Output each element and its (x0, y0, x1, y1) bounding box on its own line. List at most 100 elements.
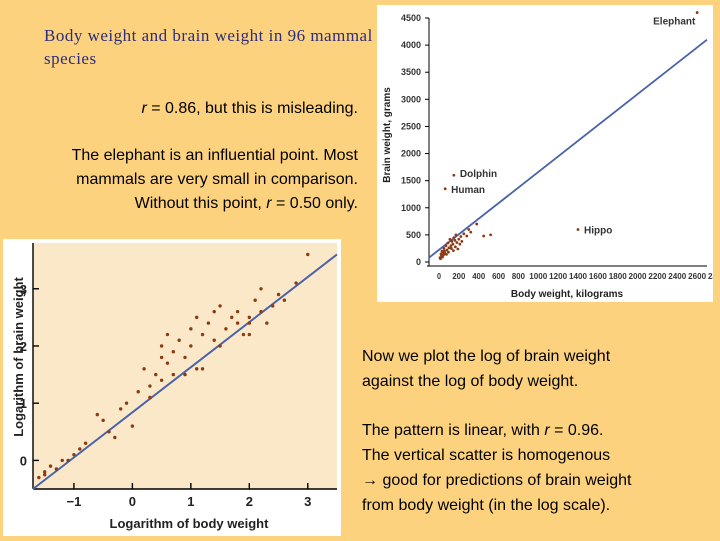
pattern-line-3: → good for predictions of brain weight (362, 472, 632, 489)
data-point (83, 441, 88, 445)
data-point (165, 332, 170, 337)
data-point (142, 367, 146, 371)
data-point (282, 298, 287, 302)
data-point (441, 255, 444, 259)
data-point (276, 292, 281, 297)
y-tick-label: 1500 (401, 176, 421, 186)
data-point (136, 390, 140, 394)
data-point (171, 372, 176, 377)
influential-line-3-post: = 0.50 only. (271, 195, 358, 212)
r-symbol: r (266, 195, 272, 212)
pattern-line-4: from body weight (in the log scale). (362, 497, 611, 514)
raw-scale-chart-panel: 0 500 1000 1500 2000 2500 3000 3500 4000 4500 0 200… (377, 5, 720, 302)
data-point (235, 321, 240, 325)
spacer (362, 394, 712, 418)
y-tick-label: 2 (20, 339, 27, 354)
raw-scale-chart: 0 500 1000 1500 2000 2500 3000 3500 4000 4500 0 200… (382, 11, 720, 300)
data-point (212, 338, 216, 342)
data-point (442, 253, 445, 257)
y-tick-label: 3 (20, 282, 27, 297)
y-tick-label: 3500 (401, 67, 421, 77)
data-point (95, 412, 100, 417)
x-tick-label: 2800 (708, 272, 713, 281)
data-point (113, 435, 117, 440)
influential-line-1: The elephant is an influential point. Mo… (71, 147, 358, 164)
data-point (247, 332, 252, 337)
data-point (235, 309, 240, 314)
log-scale-chart: 0 1 2 3 −1 0 1 2 3 Logarithm of body weight Logari… (11, 243, 338, 531)
y-axis-label: Brain weight, grams (382, 87, 393, 183)
data-point (270, 304, 275, 308)
r-symbol: r (141, 100, 147, 117)
data-point (482, 234, 486, 238)
data-point (443, 249, 446, 253)
data-point (101, 418, 105, 423)
data-point (212, 309, 216, 314)
data-point (230, 315, 234, 320)
y-tick-label: 4500 (401, 13, 421, 23)
data-point (183, 355, 187, 360)
data-point (130, 424, 135, 428)
data-point (475, 222, 479, 226)
x-tick-label: 2 (246, 494, 253, 509)
data-point (465, 234, 469, 238)
data-point (54, 467, 59, 471)
x-axis-label: Logarithm of body weight (110, 516, 270, 531)
data-point (695, 11, 699, 14)
data-point (78, 447, 82, 451)
x-tick-label: 2200 (648, 272, 667, 281)
x-tick-label: 3 (304, 494, 311, 509)
r-symbol: r (544, 422, 550, 439)
data-point (194, 315, 199, 320)
data-point (462, 232, 466, 236)
data-point (460, 239, 464, 243)
data-point (456, 247, 460, 251)
pattern-line-2: The vertical scatter is homogenous (362, 447, 611, 464)
data-point (450, 239, 454, 243)
data-point (42, 472, 47, 477)
y-tick-label: 1000 (401, 203, 421, 213)
data-point (449, 244, 453, 248)
data-point (451, 242, 455, 246)
pattern-line-1-pre: The pattern is linear, with (362, 422, 545, 439)
x-tick-label: 0 (437, 272, 441, 281)
annotation-hippo: Hippo (584, 225, 612, 236)
data-point (171, 349, 176, 354)
data-point (107, 430, 111, 434)
x-tick-label: 600 (492, 272, 506, 281)
data-point (200, 367, 205, 371)
y-axis-label: Logarithm of brain weight (11, 277, 26, 437)
x-tick-label: 800 (512, 272, 526, 281)
data-point (72, 452, 76, 457)
data-point (445, 253, 448, 256)
data-point (148, 395, 152, 400)
data-point (159, 355, 164, 360)
data-point (452, 236, 456, 240)
influential-point-note: The elephant is an influential point. Mo… (20, 144, 358, 216)
data-point (442, 247, 446, 250)
data-point (459, 235, 463, 238)
data-point (451, 249, 455, 253)
data-point (457, 237, 461, 241)
data-point (454, 233, 458, 237)
x-tick-label: 400 (472, 272, 486, 281)
data-point (165, 361, 170, 365)
pattern-line-1-post: = 0.96. (549, 422, 604, 439)
data-point (253, 298, 257, 302)
data-point (444, 244, 448, 248)
data-point (467, 228, 471, 231)
x-tick-label: 200 (452, 272, 466, 281)
annotation-human: Human (451, 185, 485, 196)
x-tick-label: 2000 (629, 272, 648, 281)
data-point (446, 241, 450, 245)
log-explanation: Now we plot the log of brain weight agai… (362, 344, 712, 518)
data-point (447, 250, 450, 254)
data-point (60, 458, 64, 463)
x-tick-label: 1000 (529, 272, 548, 281)
correlation-statement: r = 0.86, but this is misleading. (0, 100, 358, 118)
x-tick-label: 1200 (549, 272, 568, 281)
data-point (42, 470, 47, 474)
data-point (452, 173, 456, 177)
pattern-line-1: The pattern is linear, with r = 0.96. (362, 418, 712, 443)
data-point (241, 332, 246, 337)
